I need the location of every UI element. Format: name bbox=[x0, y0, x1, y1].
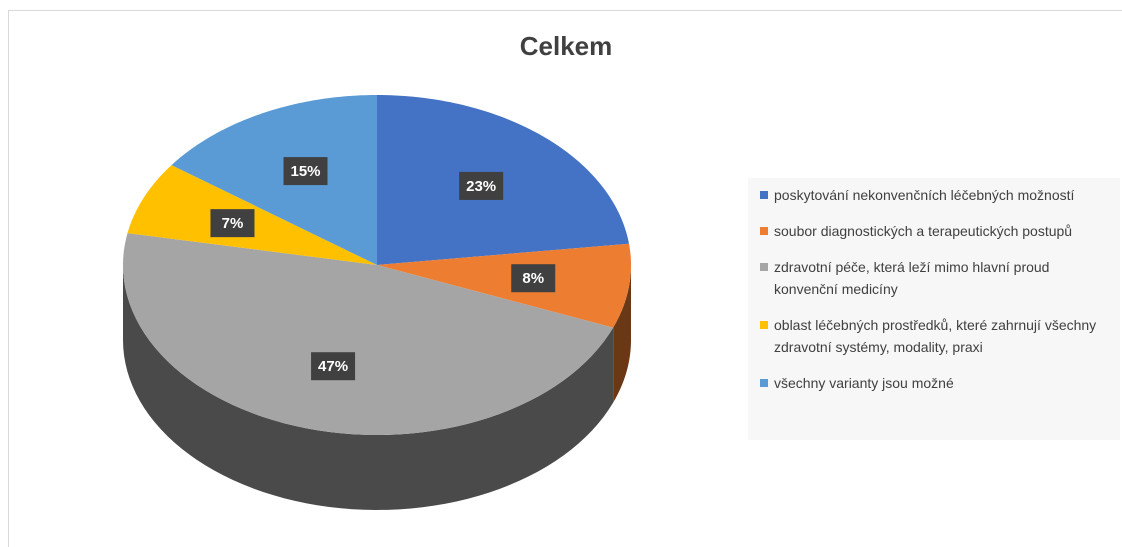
legend-label: zdravotní péče, která leží mimo hlavní p… bbox=[774, 259, 1050, 297]
label-box bbox=[311, 352, 356, 381]
data-label: 7% bbox=[222, 215, 244, 232]
legend-item: zdravotní péče, která leží mimo hlavní p… bbox=[752, 256, 1116, 300]
data-label: 8% bbox=[522, 270, 544, 287]
legend-label: oblast léčebných prostředků, které zahrn… bbox=[774, 317, 1097, 355]
slice bbox=[123, 233, 614, 435]
legend-item: všechny varianty jsou možné bbox=[752, 372, 1116, 394]
legend-swatch bbox=[760, 227, 768, 235]
chart-title: Celkem bbox=[520, 31, 613, 61]
label-box bbox=[283, 157, 328, 186]
legend-swatch bbox=[760, 191, 768, 199]
label-box bbox=[210, 209, 255, 238]
legend-swatch bbox=[760, 263, 768, 271]
label-box bbox=[511, 264, 556, 293]
data-label: 23% bbox=[466, 178, 496, 195]
slice bbox=[377, 243, 631, 328]
legend-label: všechny varianty jsou možné bbox=[774, 375, 954, 391]
legend-item: oblast léčebných prostředků, které zahrn… bbox=[752, 314, 1116, 358]
legend-item: soubor diagnostických a terapeutických p… bbox=[752, 220, 1116, 242]
legend-swatch bbox=[760, 321, 768, 329]
chart-frame bbox=[8, 10, 1122, 547]
slice bbox=[171, 95, 377, 265]
legend-label: poskytování nekonvenčních léčebných možn… bbox=[774, 187, 1075, 203]
legend: poskytování nekonvenčních léčebných možn… bbox=[748, 178, 1120, 440]
slice-side bbox=[123, 265, 614, 510]
slice-side bbox=[613, 265, 631, 403]
label-box bbox=[459, 171, 504, 200]
data-label: 47% bbox=[318, 358, 348, 375]
legend-label: soubor diagnostických a terapeutických p… bbox=[774, 223, 1073, 239]
legend-item: poskytování nekonvenčních léčebných možn… bbox=[752, 184, 1116, 206]
legend-swatch bbox=[760, 379, 768, 387]
data-label: 15% bbox=[290, 163, 320, 180]
